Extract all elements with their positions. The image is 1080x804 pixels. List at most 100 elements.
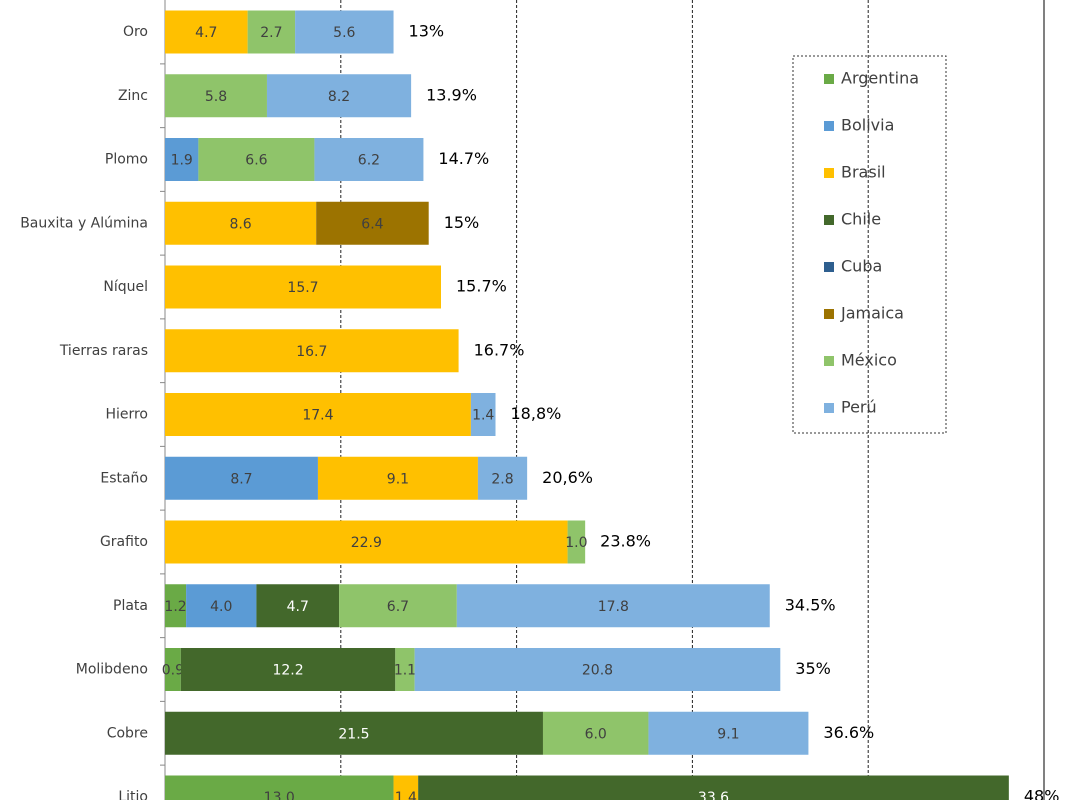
value-label: 1.4	[472, 408, 494, 424]
bar-segment	[165, 74, 267, 118]
legend-label: Jamaica	[840, 304, 904, 323]
bar-segment	[165, 393, 471, 436]
y-tick-label: Oro	[123, 24, 148, 40]
value-label: 17.4	[302, 408, 333, 424]
y-tick-label: Bauxita y Alúmina	[20, 215, 148, 231]
bar-segment	[470, 393, 496, 436]
y-tick-label: Tierras raras	[59, 343, 148, 359]
value-label: 6.4	[361, 216, 383, 232]
legend-swatch	[824, 121, 834, 131]
value-label: 9.1	[387, 471, 409, 487]
value-label: 1.2	[164, 599, 186, 615]
bar-segment	[314, 138, 424, 181]
legend-swatch	[824, 356, 834, 366]
bar-segment	[165, 711, 543, 755]
value-label: 15.7	[287, 280, 318, 296]
y-tick-label: Hierro	[105, 407, 148, 423]
value-label: 1.1	[394, 663, 416, 679]
legend-swatch	[824, 215, 834, 225]
value-label: 6.7	[387, 599, 409, 615]
total-label: 14.7%	[438, 149, 489, 168]
bar-segment	[542, 711, 649, 755]
bar-segment	[165, 520, 568, 564]
bar-segment	[477, 456, 528, 500]
bar-segment	[567, 520, 586, 564]
y-tick-label: Níquel	[103, 279, 148, 295]
value-label: 2.8	[491, 471, 513, 487]
value-label: 1.4	[395, 790, 417, 800]
legend-swatch	[824, 262, 834, 272]
legend-box	[792, 55, 947, 434]
bar-segment	[295, 10, 394, 54]
value-label: 6.2	[358, 153, 380, 169]
y-tick-label: Litio	[118, 789, 148, 800]
value-label: 2.7	[260, 25, 282, 41]
legend-swatch	[824, 403, 834, 413]
bar-segment	[165, 648, 181, 691]
value-label: 1.9	[171, 153, 193, 169]
total-label: 15%	[444, 213, 480, 232]
value-label: 17.8	[598, 599, 629, 615]
bar-segment	[393, 775, 419, 804]
value-label: 5.6	[333, 25, 355, 41]
bar-segment	[165, 138, 199, 181]
bar-segment	[165, 201, 317, 245]
total-label: 13.9%	[426, 85, 477, 104]
bar-segment	[317, 456, 478, 500]
total-label: 35%	[795, 659, 831, 678]
bar-segment	[316, 201, 429, 245]
value-label: 12.2	[272, 663, 303, 679]
bar-segment	[180, 648, 396, 691]
bar-segment	[165, 456, 318, 500]
total-label: 36.6%	[823, 723, 874, 742]
value-label: 21.5	[338, 726, 369, 742]
bar-segment	[266, 74, 412, 118]
legend-label: Brasil	[841, 163, 886, 182]
value-label: 6.6	[245, 153, 267, 169]
legend-swatch	[824, 74, 834, 84]
total-label: 20,6%	[542, 468, 593, 487]
value-label: 6.0	[585, 726, 607, 742]
bar-segment	[247, 10, 296, 54]
legend-swatch	[824, 309, 834, 319]
bar-segment	[198, 138, 315, 181]
value-label: 5.8	[205, 89, 227, 105]
value-label: 1.0	[565, 535, 587, 551]
bar-segment	[165, 584, 187, 628]
total-label: 48%	[1024, 787, 1060, 801]
y-tick-label: Molibdeno	[76, 662, 148, 678]
total-label: 34.5%	[785, 595, 836, 614]
y-tick-label: Zinc	[118, 88, 148, 104]
value-label: 4.0	[210, 599, 232, 615]
bar-segment	[165, 10, 248, 54]
legend-label: Cuba	[841, 257, 882, 276]
value-label: 0.9	[162, 663, 184, 679]
y-tick-label: Cobre	[107, 725, 148, 741]
y-tick-label: Grafito	[100, 534, 148, 550]
value-label: 4.7	[195, 25, 217, 41]
bar-segment	[339, 584, 457, 628]
legend-label: Chile	[841, 210, 881, 229]
bar-segment	[414, 648, 781, 691]
value-label: 22.9	[351, 535, 382, 551]
y-tick-label: Plata	[113, 598, 148, 614]
value-label: 16.7	[296, 344, 327, 360]
total-label: 23.8%	[600, 532, 651, 551]
total-label: 16.7%	[474, 340, 525, 359]
total-label: 15.7%	[456, 277, 507, 296]
total-label: 13%	[409, 22, 445, 41]
bar-segment	[456, 584, 770, 628]
value-label: 33.6	[698, 790, 729, 800]
bar-segment	[186, 584, 257, 628]
value-label: 13.0	[264, 790, 295, 800]
value-label: 20.8	[582, 663, 613, 679]
y-tick-label: Plomo	[105, 152, 148, 168]
legend-label: México	[841, 351, 897, 370]
value-label: 8.6	[229, 216, 251, 232]
value-label: 8.2	[328, 89, 350, 105]
bar-segment	[395, 648, 415, 691]
value-label: 4.7	[287, 599, 309, 615]
legend-label: Argentina	[841, 69, 919, 88]
total-label: 18,8%	[511, 404, 562, 423]
